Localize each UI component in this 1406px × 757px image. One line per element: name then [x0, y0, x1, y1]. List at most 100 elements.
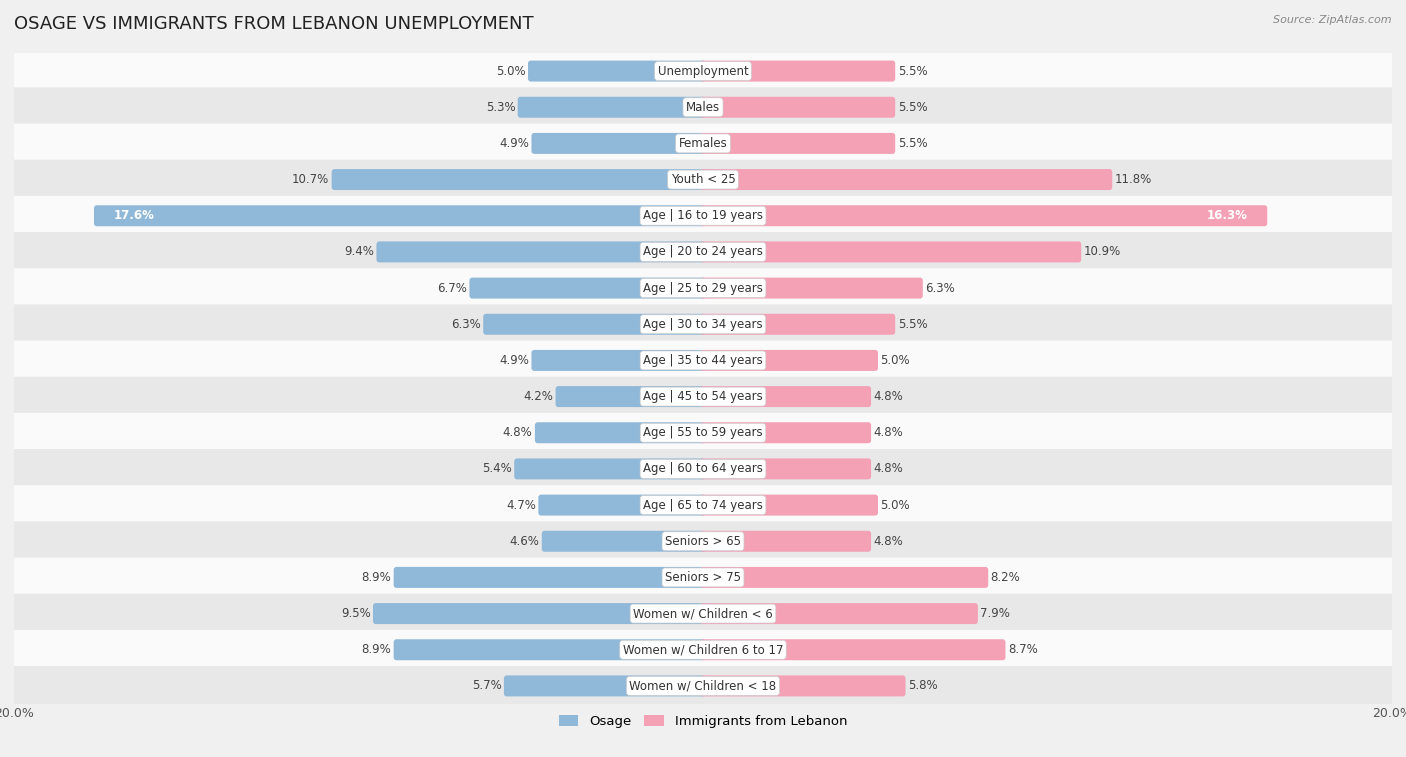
FancyBboxPatch shape: [13, 485, 1393, 525]
Text: Age | 20 to 24 years: Age | 20 to 24 years: [643, 245, 763, 258]
Text: 4.8%: 4.8%: [503, 426, 533, 439]
Text: 11.8%: 11.8%: [1115, 173, 1152, 186]
Text: Age | 30 to 34 years: Age | 30 to 34 years: [643, 318, 763, 331]
Text: 4.9%: 4.9%: [499, 354, 529, 367]
Text: 17.6%: 17.6%: [114, 209, 155, 223]
FancyBboxPatch shape: [13, 304, 1393, 344]
FancyBboxPatch shape: [13, 123, 1393, 164]
FancyBboxPatch shape: [700, 205, 1267, 226]
FancyBboxPatch shape: [529, 61, 706, 82]
FancyBboxPatch shape: [700, 278, 922, 298]
Text: Seniors > 65: Seniors > 65: [665, 534, 741, 548]
FancyBboxPatch shape: [517, 97, 706, 118]
FancyBboxPatch shape: [700, 97, 896, 118]
Text: Women w/ Children < 6: Women w/ Children < 6: [633, 607, 773, 620]
FancyBboxPatch shape: [13, 232, 1393, 272]
FancyBboxPatch shape: [700, 639, 1005, 660]
Text: 5.5%: 5.5%: [897, 137, 927, 150]
Text: 6.7%: 6.7%: [437, 282, 467, 294]
Text: 5.5%: 5.5%: [897, 101, 927, 114]
Text: Age | 55 to 59 years: Age | 55 to 59 years: [643, 426, 763, 439]
Text: Females: Females: [679, 137, 727, 150]
FancyBboxPatch shape: [700, 313, 896, 335]
Text: 8.9%: 8.9%: [361, 571, 391, 584]
Text: 5.4%: 5.4%: [482, 463, 512, 475]
FancyBboxPatch shape: [700, 169, 1112, 190]
Text: Unemployment: Unemployment: [658, 64, 748, 77]
Text: 4.8%: 4.8%: [873, 534, 903, 548]
FancyBboxPatch shape: [700, 133, 896, 154]
Text: 5.8%: 5.8%: [908, 680, 938, 693]
Text: 5.7%: 5.7%: [472, 680, 502, 693]
FancyBboxPatch shape: [332, 169, 706, 190]
Text: 8.2%: 8.2%: [991, 571, 1021, 584]
Text: Women w/ Children < 18: Women w/ Children < 18: [630, 680, 776, 693]
Text: Youth < 25: Youth < 25: [671, 173, 735, 186]
Text: Age | 35 to 44 years: Age | 35 to 44 years: [643, 354, 763, 367]
FancyBboxPatch shape: [700, 603, 979, 624]
FancyBboxPatch shape: [700, 531, 872, 552]
Text: 5.0%: 5.0%: [880, 499, 910, 512]
FancyBboxPatch shape: [531, 133, 706, 154]
Text: Age | 25 to 29 years: Age | 25 to 29 years: [643, 282, 763, 294]
FancyBboxPatch shape: [13, 377, 1393, 416]
FancyBboxPatch shape: [700, 422, 872, 444]
FancyBboxPatch shape: [94, 205, 706, 226]
FancyBboxPatch shape: [534, 422, 706, 444]
Text: 9.5%: 9.5%: [340, 607, 371, 620]
FancyBboxPatch shape: [13, 449, 1393, 489]
FancyBboxPatch shape: [515, 459, 706, 479]
Text: 5.0%: 5.0%: [496, 64, 526, 77]
FancyBboxPatch shape: [700, 494, 877, 516]
FancyBboxPatch shape: [538, 494, 706, 516]
Text: OSAGE VS IMMIGRANTS FROM LEBANON UNEMPLOYMENT: OSAGE VS IMMIGRANTS FROM LEBANON UNEMPLO…: [14, 15, 534, 33]
Text: 4.9%: 4.9%: [499, 137, 529, 150]
FancyBboxPatch shape: [484, 313, 706, 335]
FancyBboxPatch shape: [503, 675, 706, 696]
Text: Age | 60 to 64 years: Age | 60 to 64 years: [643, 463, 763, 475]
Text: Age | 16 to 19 years: Age | 16 to 19 years: [643, 209, 763, 223]
FancyBboxPatch shape: [13, 413, 1393, 453]
Text: 6.3%: 6.3%: [925, 282, 955, 294]
FancyBboxPatch shape: [700, 386, 872, 407]
FancyBboxPatch shape: [13, 87, 1393, 127]
FancyBboxPatch shape: [700, 241, 1081, 263]
Text: 4.7%: 4.7%: [506, 499, 536, 512]
FancyBboxPatch shape: [470, 278, 706, 298]
FancyBboxPatch shape: [13, 557, 1393, 597]
Legend: Osage, Immigrants from Lebanon: Osage, Immigrants from Lebanon: [554, 709, 852, 734]
Text: 7.9%: 7.9%: [980, 607, 1010, 620]
Text: 5.0%: 5.0%: [880, 354, 910, 367]
Text: 8.9%: 8.9%: [361, 643, 391, 656]
Text: 6.3%: 6.3%: [451, 318, 481, 331]
Text: 5.5%: 5.5%: [897, 64, 927, 77]
Text: 4.8%: 4.8%: [873, 390, 903, 403]
FancyBboxPatch shape: [13, 666, 1393, 706]
Text: 5.3%: 5.3%: [485, 101, 515, 114]
FancyBboxPatch shape: [13, 160, 1393, 200]
FancyBboxPatch shape: [373, 603, 706, 624]
Text: 4.6%: 4.6%: [509, 534, 540, 548]
Text: 8.7%: 8.7%: [1008, 643, 1038, 656]
Text: Age | 45 to 54 years: Age | 45 to 54 years: [643, 390, 763, 403]
Text: Women w/ Children 6 to 17: Women w/ Children 6 to 17: [623, 643, 783, 656]
FancyBboxPatch shape: [13, 196, 1393, 235]
Text: 10.7%: 10.7%: [292, 173, 329, 186]
Text: 10.9%: 10.9%: [1084, 245, 1121, 258]
FancyBboxPatch shape: [555, 386, 706, 407]
Text: 4.8%: 4.8%: [873, 426, 903, 439]
FancyBboxPatch shape: [700, 459, 872, 479]
FancyBboxPatch shape: [13, 51, 1393, 91]
FancyBboxPatch shape: [700, 675, 905, 696]
FancyBboxPatch shape: [13, 522, 1393, 561]
FancyBboxPatch shape: [700, 567, 988, 588]
FancyBboxPatch shape: [531, 350, 706, 371]
FancyBboxPatch shape: [700, 61, 896, 82]
Text: Seniors > 75: Seniors > 75: [665, 571, 741, 584]
FancyBboxPatch shape: [700, 350, 877, 371]
Text: Males: Males: [686, 101, 720, 114]
FancyBboxPatch shape: [13, 593, 1393, 634]
Text: 16.3%: 16.3%: [1206, 209, 1247, 223]
FancyBboxPatch shape: [13, 268, 1393, 308]
Text: 5.5%: 5.5%: [897, 318, 927, 331]
